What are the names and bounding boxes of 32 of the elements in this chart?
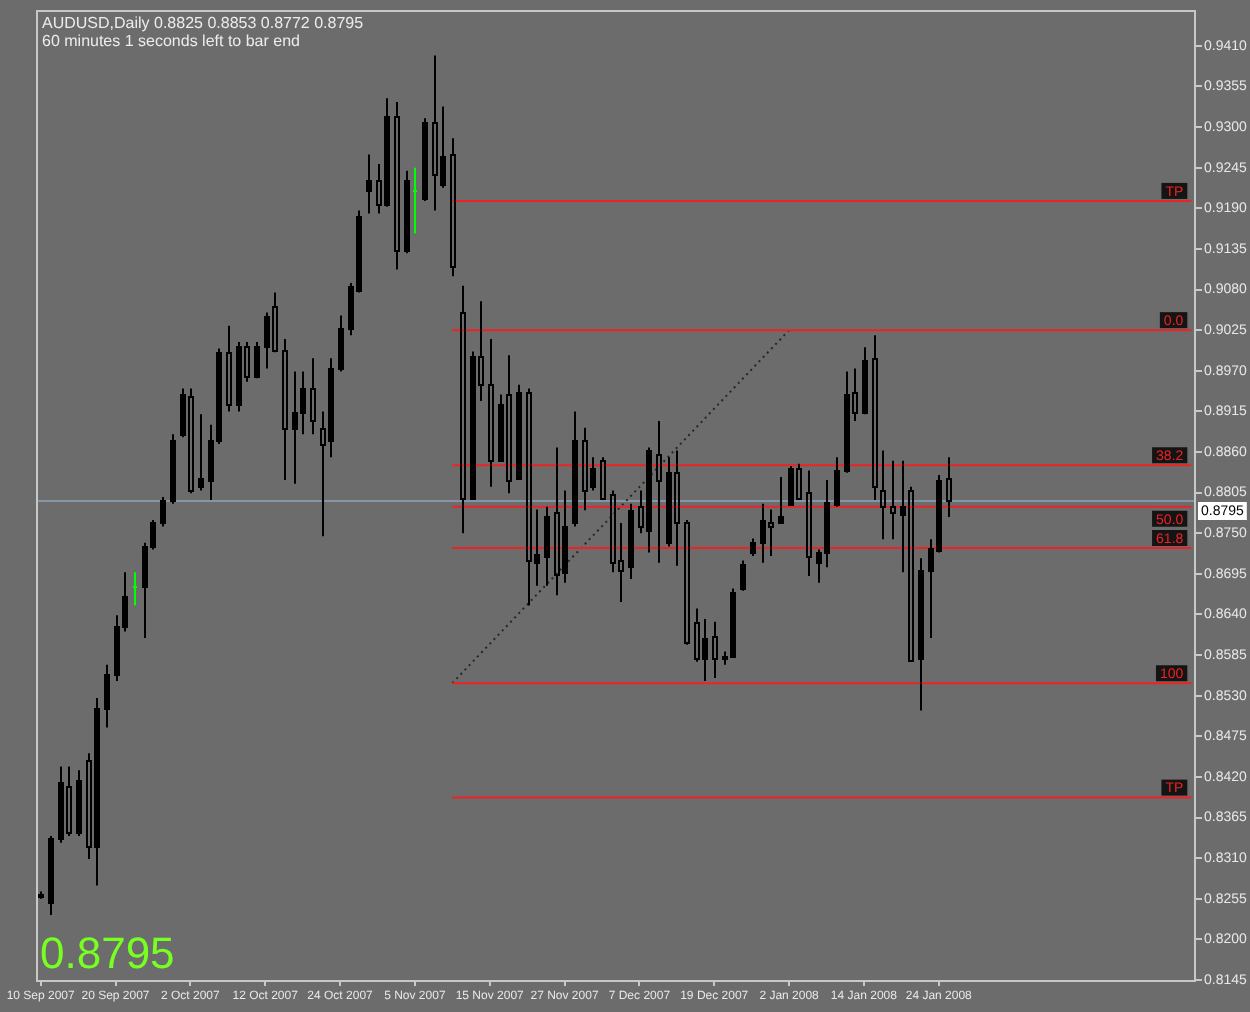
candlestick <box>890 459 896 541</box>
candlestick <box>806 469 812 578</box>
candlestick <box>872 334 878 501</box>
candlestick <box>880 449 886 541</box>
candlestick <box>600 456 606 501</box>
candlestick <box>684 518 690 646</box>
candlestick <box>132 571 138 607</box>
candlestick <box>526 387 532 607</box>
chart-title: AUDUSD,Daily 0.8825 0.8853 0.8772 0.8795 <box>42 14 364 33</box>
candlestick <box>506 354 512 495</box>
candlestick <box>460 284 466 535</box>
candlestick <box>554 446 560 597</box>
candlestick <box>656 419 662 564</box>
candlestick <box>310 357 316 436</box>
annotation: 0.8795 <box>40 928 175 978</box>
candlestick <box>38 890 44 900</box>
candlestick <box>66 765 72 837</box>
candlestick <box>412 166 418 235</box>
candlestick <box>796 462 802 501</box>
candlestick <box>394 100 400 271</box>
candlestick <box>450 137 456 278</box>
candlestick <box>282 338 288 482</box>
candlestick <box>674 449 680 567</box>
candlestick <box>188 387 194 495</box>
text: 60 minutes 1 seconds left to bar end <box>42 32 300 51</box>
candlestick <box>712 620 718 679</box>
candlestick <box>768 508 774 558</box>
candlestick <box>432 54 438 212</box>
candlestick <box>226 324 232 413</box>
candlestick <box>946 456 952 518</box>
candlestick <box>488 338 494 488</box>
candlestick <box>582 426 588 512</box>
